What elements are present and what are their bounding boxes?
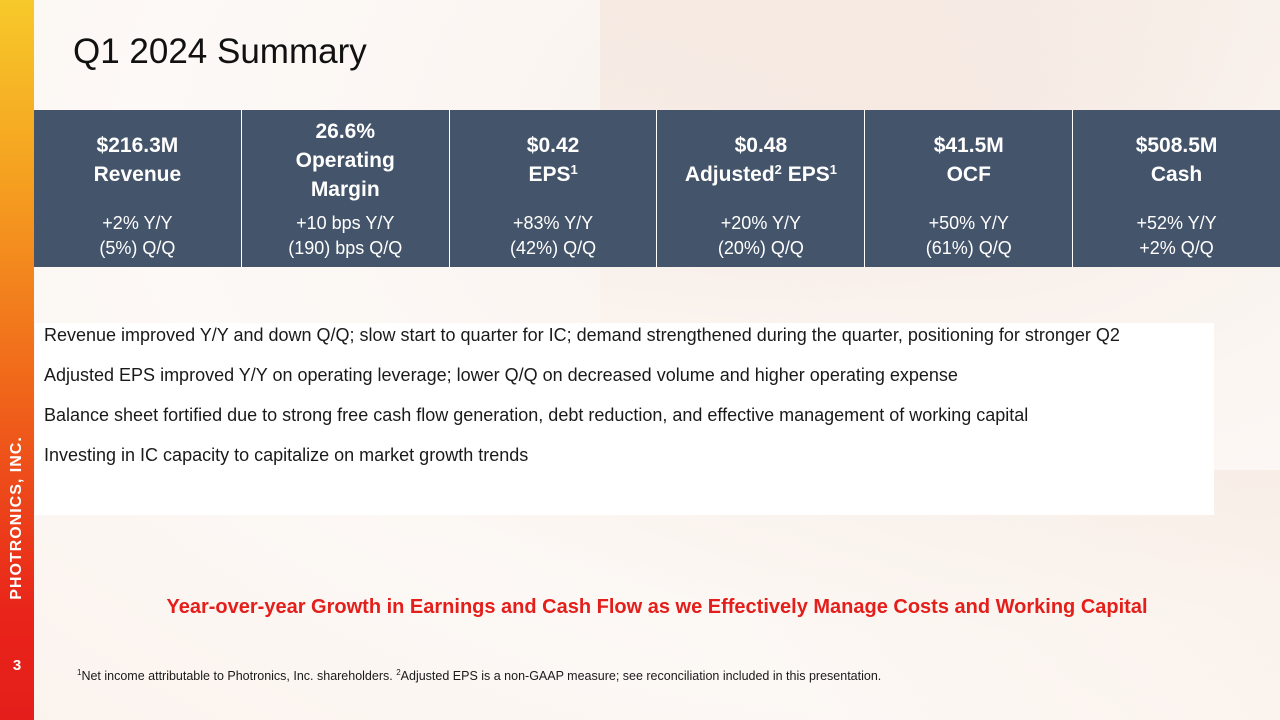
metric-label: Revenue bbox=[93, 163, 182, 186]
metric-operating-margin: 26.6% Operating Margin +10 bps Y/Y (190)… bbox=[242, 110, 450, 267]
list-item: Adjusted EPS improved Y/Y on operating l… bbox=[44, 365, 958, 385]
metric-label: Margin bbox=[310, 177, 380, 201]
metric-label: Adjusted2 EPS1 bbox=[684, 162, 837, 186]
metric-yoy: +50% Y/Y bbox=[928, 213, 1009, 233]
metric-qoq: +2% Q/Q bbox=[1139, 238, 1214, 258]
footnote-marker: 2 bbox=[396, 668, 401, 677]
list-item: Balance sheet fortified due to strong fr… bbox=[44, 405, 1029, 425]
company-name: PHOTRONICS, INC. bbox=[8, 436, 25, 600]
metric-qoq: (61%) Q/Q bbox=[925, 238, 1012, 258]
metric-label: Cash bbox=[1150, 163, 1203, 186]
metric-yoy: +20% Y/Y bbox=[720, 213, 802, 233]
list-item: Revenue improved Y/Y and down Q/Q; slow … bbox=[44, 325, 1120, 345]
metric-yoy: +52% Y/Y bbox=[1136, 213, 1217, 233]
footnote-marker: 1 bbox=[570, 162, 578, 177]
metric-ocf: $41.5M OCF +50% Y/Y (61%) Q/Q bbox=[865, 110, 1074, 267]
metric-eps: $0.42 EPS1 +83% Y/Y (42%) Q/Q bbox=[450, 110, 658, 267]
footnote-marker: 1 bbox=[77, 668, 82, 677]
tagline: Year-over-year Growth in Earnings and Ca… bbox=[166, 596, 1148, 618]
metric-value: $0.48 bbox=[734, 134, 788, 157]
page-title: Q1 2024 Summary bbox=[73, 32, 367, 71]
highlights-list: Revenue improved Y/Y and down Q/Q; slow … bbox=[35, 323, 1214, 515]
metric-qoq: (20%) Q/Q bbox=[717, 238, 804, 258]
metric-cash: $508.5M Cash +52% Y/Y +2% Q/Q bbox=[1073, 110, 1280, 267]
footnote-marker: 2 bbox=[774, 162, 782, 177]
metric-label: OCF bbox=[946, 163, 991, 186]
brand-sidebar: PHOTRONICS, INC. 3 bbox=[0, 0, 34, 720]
list-item: Investing in IC capacity to capitalize o… bbox=[44, 445, 529, 465]
metric-yoy: +83% Y/Y bbox=[512, 213, 594, 233]
metric-value: $216.3M bbox=[96, 134, 179, 157]
metric-value: 26.6% bbox=[315, 119, 376, 143]
footnote: 1Net income attributable to Photronics, … bbox=[77, 668, 957, 685]
metric-adjusted-eps: $0.48 Adjusted2 EPS1 +20% Y/Y (20%) Q/Q bbox=[657, 110, 866, 267]
footnote-text: Net income attributable to Photronics, I… bbox=[81, 669, 397, 683]
footnote-text: Adjusted EPS is a non-GAAP measure; see … bbox=[400, 669, 882, 683]
metric-label: EPS1 bbox=[528, 162, 578, 186]
metric-value: $0.42 bbox=[526, 134, 580, 157]
metric-label: Operating bbox=[295, 148, 395, 172]
metric-value: $508.5M bbox=[1135, 134, 1218, 157]
footnote-marker: 1 bbox=[829, 162, 837, 177]
metric-value: $41.5M bbox=[933, 134, 1004, 157]
metric-yoy: +2% Y/Y bbox=[102, 213, 173, 233]
metric-qoq: (42%) Q/Q bbox=[510, 238, 597, 258]
metric-yoy: +10 bps Y/Y bbox=[296, 213, 395, 233]
metric-revenue: $216.3M Revenue +2% Y/Y (5%) Q/Q bbox=[34, 110, 242, 267]
page-number: 3 bbox=[12, 657, 22, 674]
metric-qoq: (5%) Q/Q bbox=[99, 238, 176, 258]
metrics-table: $216.3M Revenue +2% Y/Y (5%) Q/Q 26.6% O… bbox=[34, 110, 1280, 267]
metric-qoq: (190) bps Q/Q bbox=[288, 238, 403, 258]
